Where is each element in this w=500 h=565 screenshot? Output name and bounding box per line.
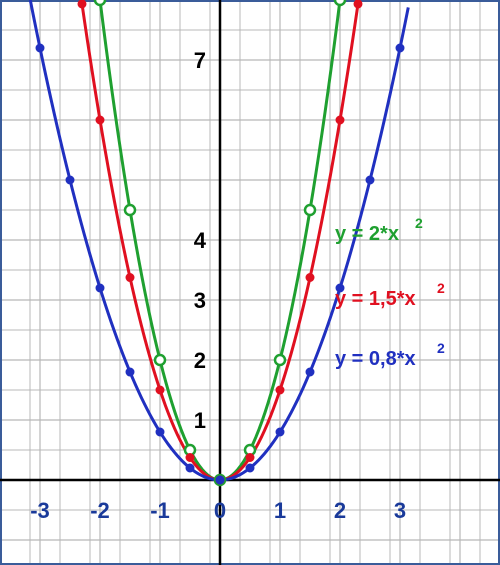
x-tick-label: 3 — [394, 498, 406, 523]
point-red — [96, 116, 104, 124]
point-red — [156, 386, 164, 394]
point-green — [275, 355, 285, 365]
point-red — [306, 274, 314, 282]
y-tick-label: 7 — [194, 48, 206, 73]
point-green — [305, 205, 315, 215]
point-red — [186, 454, 194, 462]
point-red — [336, 116, 344, 124]
x-tick-label: -2 — [90, 498, 110, 523]
point-blue — [66, 176, 74, 184]
chart-svg: -3 -2 -1 0 1 2 3 1 2 3 4 7 y = 2*x 2 y = 1,5*x 2 y = 0,8… — [0, 0, 500, 565]
parabola-chart: -3 -2 -1 0 1 2 3 1 2 3 4 7 y = 2*x 2 y = 1,5*x 2 y = 0,8… — [0, 0, 500, 565]
point-blue — [216, 476, 224, 484]
point-blue — [156, 428, 164, 436]
x-tick-label: 1 — [274, 498, 286, 523]
point-blue — [126, 368, 134, 376]
point-red — [246, 454, 254, 462]
point-blue — [306, 368, 314, 376]
x-tick-label: 0 — [214, 498, 226, 523]
point-red — [354, 0, 362, 8]
legend-exp-red: 2 — [437, 280, 445, 296]
point-blue — [96, 284, 104, 292]
legend-exp-green: 2 — [415, 215, 423, 231]
x-tick-label: -1 — [150, 498, 170, 523]
x-tick-label: 2 — [334, 498, 346, 523]
y-tick-label: 4 — [194, 228, 207, 253]
point-green — [95, 0, 105, 5]
y-tick-label: 1 — [194, 408, 206, 433]
point-red — [78, 0, 86, 8]
legend-exp-blue: 2 — [437, 340, 445, 356]
point-blue — [396, 44, 404, 52]
y-tick-label: 2 — [194, 348, 206, 373]
legend-label-green: y = 2*x — [335, 223, 399, 245]
point-blue — [366, 176, 374, 184]
point-red — [126, 274, 134, 282]
point-blue — [246, 464, 254, 472]
point-blue — [276, 428, 284, 436]
y-tick-label: 3 — [194, 288, 206, 313]
point-green — [335, 0, 345, 5]
point-blue — [186, 464, 194, 472]
point-green — [125, 205, 135, 215]
x-tick-label: -3 — [30, 498, 50, 523]
legend-label-blue: y = 0,8*x — [335, 348, 416, 370]
point-blue — [36, 44, 44, 52]
legend-label-red: y = 1,5*x — [335, 288, 416, 310]
point-red — [276, 386, 284, 394]
point-green — [155, 355, 165, 365]
